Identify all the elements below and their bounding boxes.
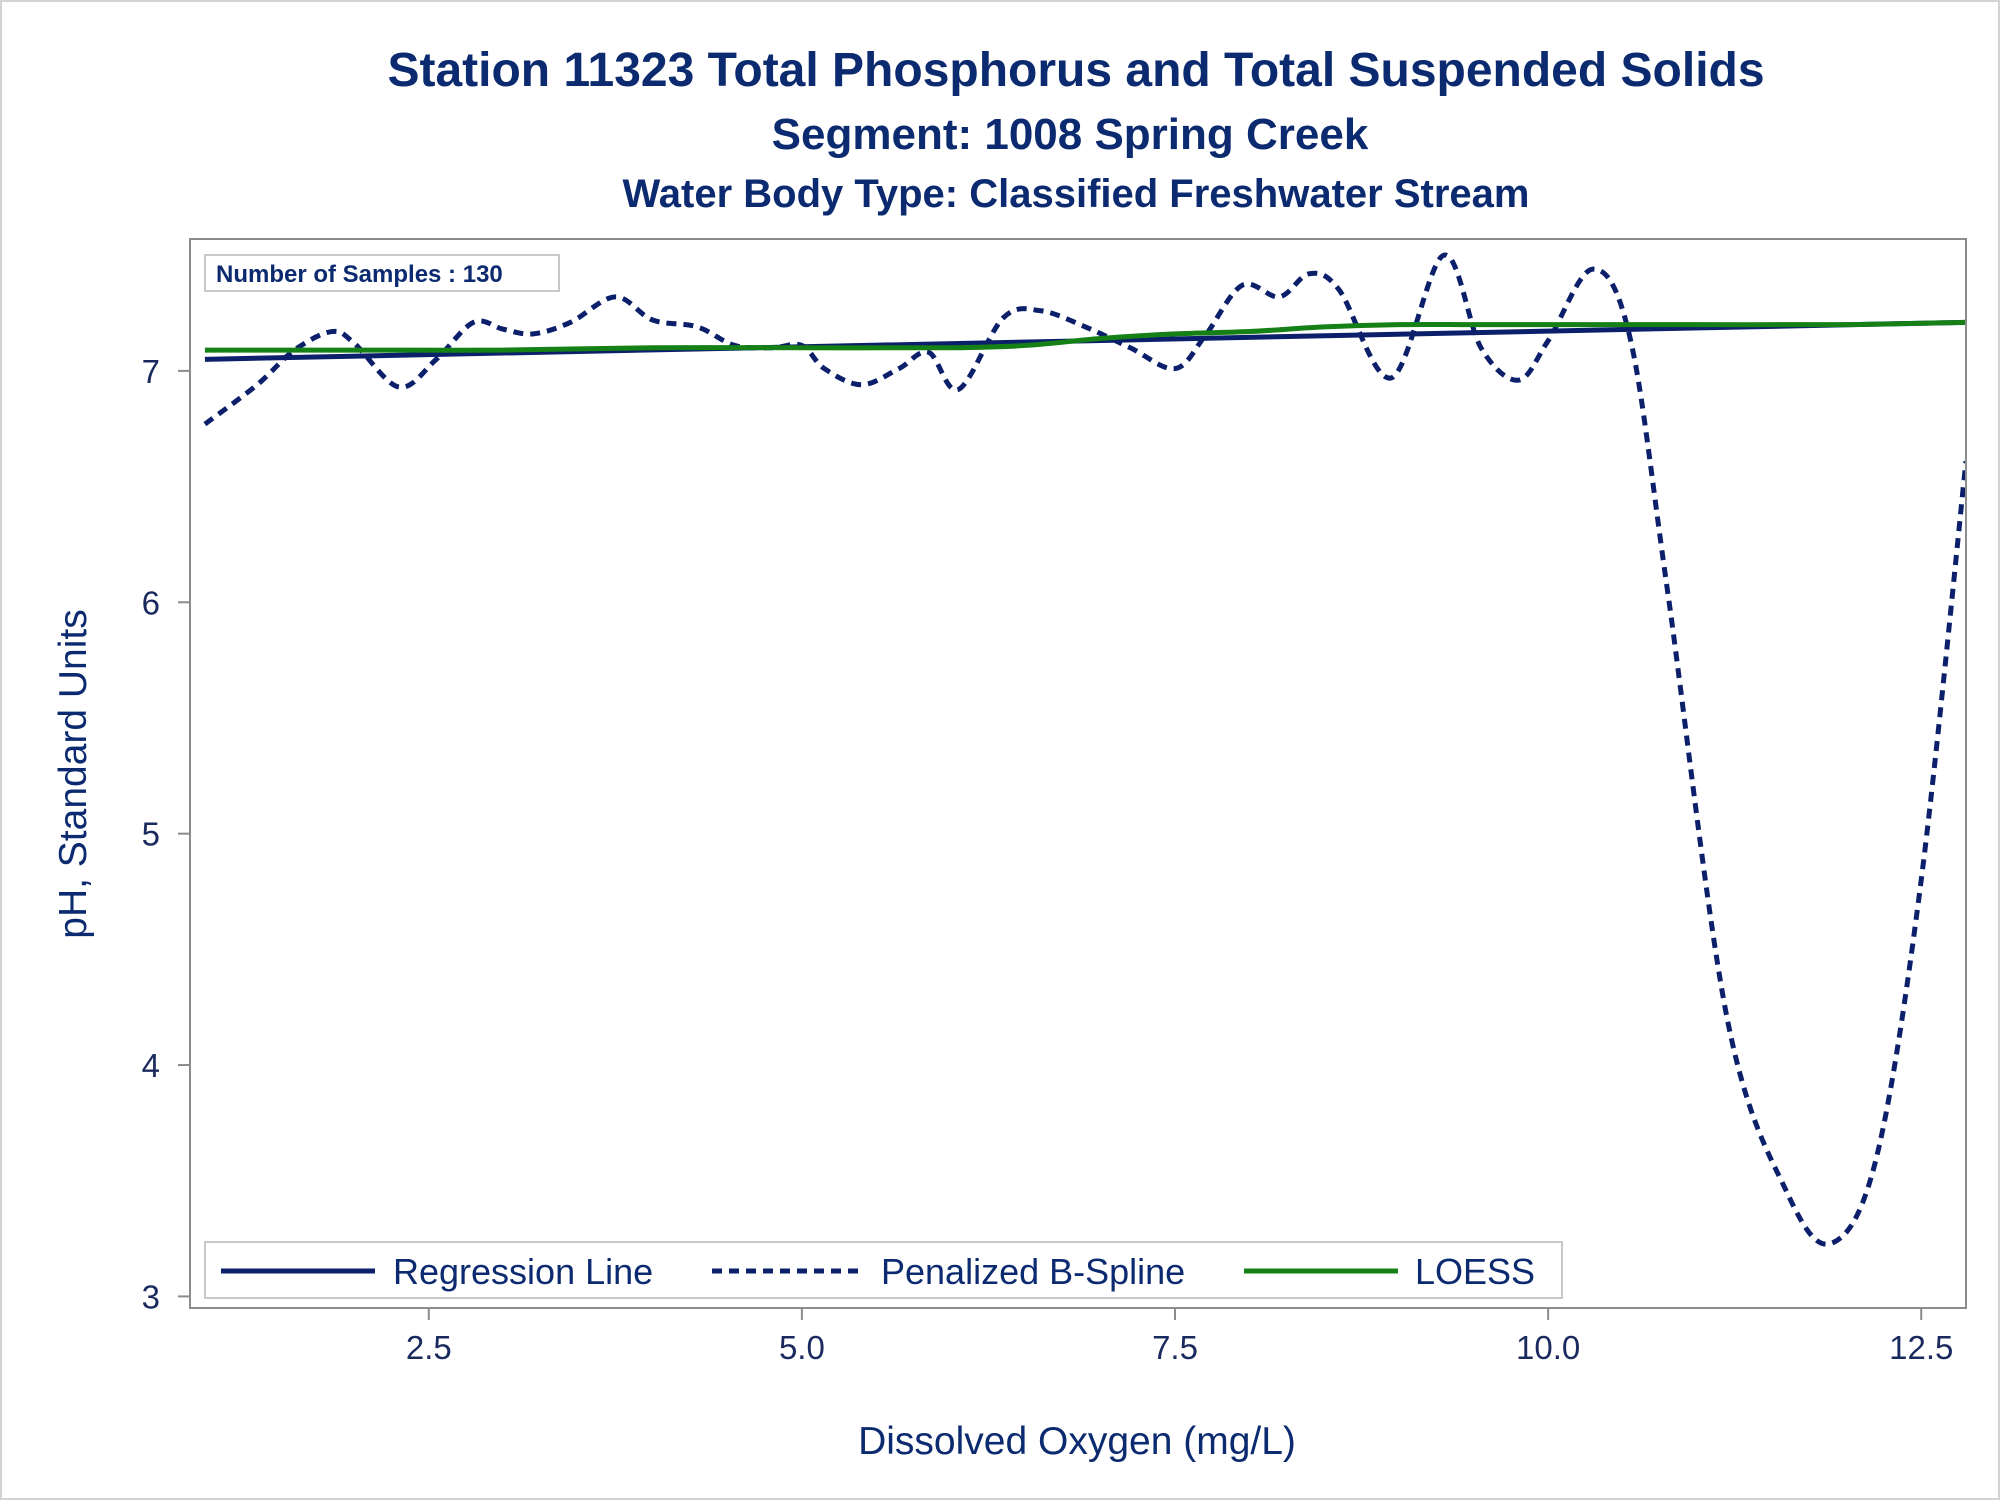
sample-count-text: Number of Samples : 130 — [216, 261, 503, 288]
legend-label-regression: Regression Line — [393, 1251, 653, 1292]
plot-area — [189, 238, 1967, 1309]
x-tick-label: 7.5 — [1152, 1329, 1198, 1366]
legend: Regression Line Penalized B-Spline LOESS — [204, 1241, 1563, 1299]
chart-title: Station 11323 Total Phosphorus and Total… — [387, 44, 1764, 97]
y-axis-label: pH, Standard Units — [52, 609, 95, 939]
x-tick-label: 2.5 — [406, 1329, 452, 1366]
penalized-b-spline-line — [203, 252, 1965, 1247]
y-tick-label: 3 — [142, 1278, 160, 1315]
legend-label-loess: LOESS — [1415, 1251, 1535, 1292]
legend-label-spline: Penalized B-Spline — [881, 1251, 1185, 1292]
sample-count-inset: Number of Samples : 130 — [204, 254, 560, 292]
chart-subtitle: Segment: 1008 Spring Creek — [772, 110, 1369, 159]
x-axis: 2.5 5.0 7.5 10.0 12.5 — [406, 1308, 1953, 1366]
series-layer — [203, 252, 1965, 1247]
x-axis-label: Dissolved Oxygen (mg/L) — [858, 1420, 1296, 1463]
y-tick-label: 7 — [142, 353, 160, 390]
y-tick-label: 4 — [142, 1047, 160, 1084]
loess-line — [204, 319, 1965, 353]
y-tick-label: 5 — [142, 816, 160, 853]
x-tick-label: 12.5 — [1889, 1329, 1953, 1366]
y-axis: 3 4 5 6 7 — [142, 353, 190, 1315]
chart-subtitle-2: Water Body Type: Classified Freshwater S… — [623, 172, 1530, 216]
x-tick-label: 5.0 — [779, 1329, 825, 1366]
x-tick-label: 10.0 — [1516, 1329, 1580, 1366]
sample-count-box — [204, 254, 560, 292]
y-tick-label: 6 — [142, 584, 160, 621]
